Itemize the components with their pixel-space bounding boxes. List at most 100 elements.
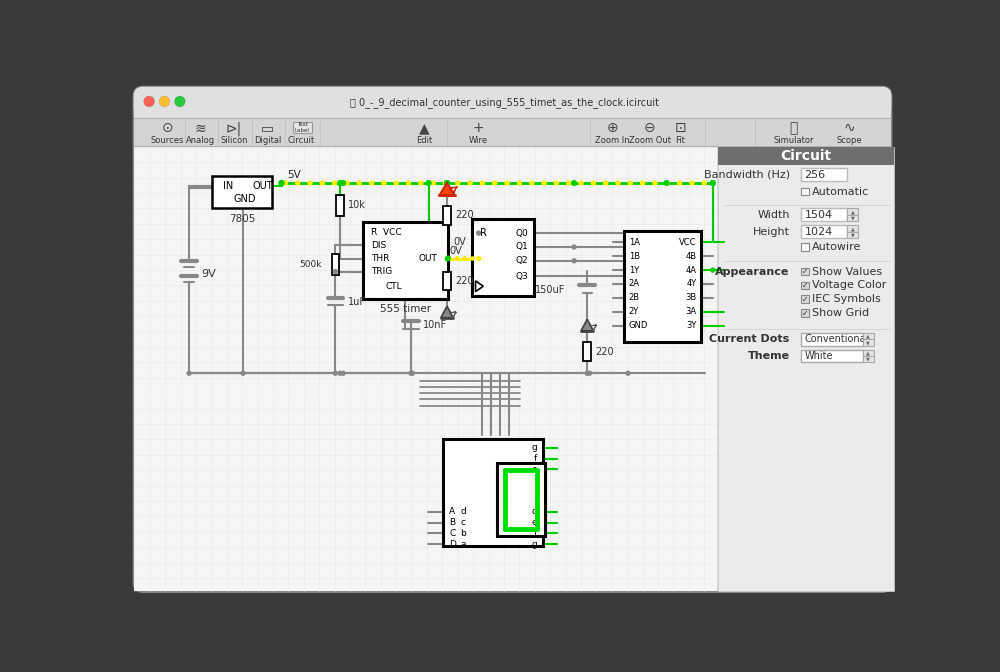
Text: VCC: VCC xyxy=(679,238,697,247)
Bar xyxy=(801,267,809,276)
Circle shape xyxy=(665,180,670,185)
Circle shape xyxy=(652,180,658,185)
Bar xyxy=(443,439,543,546)
Circle shape xyxy=(295,180,300,185)
Text: 10k: 10k xyxy=(348,200,366,210)
Text: 7805: 7805 xyxy=(229,214,255,224)
Circle shape xyxy=(307,180,313,185)
Circle shape xyxy=(462,256,467,261)
Bar xyxy=(847,232,858,238)
Circle shape xyxy=(476,256,481,261)
Text: 256: 256 xyxy=(804,169,825,179)
Circle shape xyxy=(689,180,695,185)
Circle shape xyxy=(603,180,608,185)
Text: Width: Width xyxy=(757,210,790,220)
Circle shape xyxy=(283,180,288,185)
Bar xyxy=(332,254,339,276)
Circle shape xyxy=(394,180,399,185)
Text: 2A: 2A xyxy=(629,280,640,288)
Circle shape xyxy=(410,370,415,376)
Circle shape xyxy=(566,180,571,185)
Text: 150uF: 150uF xyxy=(535,285,566,295)
Text: ▼: ▼ xyxy=(866,340,870,345)
Text: Sources: Sources xyxy=(151,136,184,145)
Text: Wire: Wire xyxy=(468,136,487,145)
Text: Voltage Color: Voltage Color xyxy=(812,280,886,290)
Text: ⊙: ⊙ xyxy=(162,122,173,135)
Text: ✓: ✓ xyxy=(802,281,808,290)
Circle shape xyxy=(578,180,584,185)
Bar xyxy=(212,176,272,208)
Circle shape xyxy=(554,180,559,185)
Bar xyxy=(863,333,874,339)
Text: ∿: ∿ xyxy=(844,122,856,135)
Text: a: a xyxy=(460,540,466,548)
FancyBboxPatch shape xyxy=(134,87,891,592)
Text: GND: GND xyxy=(629,321,648,330)
Text: Show Grid: Show Grid xyxy=(812,308,869,318)
Text: ≋: ≋ xyxy=(195,122,206,135)
Circle shape xyxy=(381,180,387,185)
Circle shape xyxy=(455,256,459,261)
Text: ✓: ✓ xyxy=(802,267,808,276)
Bar xyxy=(497,462,545,536)
Circle shape xyxy=(710,180,716,186)
Text: g: g xyxy=(531,540,537,548)
Bar xyxy=(718,147,894,591)
Bar xyxy=(293,122,312,133)
Circle shape xyxy=(504,180,510,185)
Circle shape xyxy=(677,180,682,185)
Circle shape xyxy=(476,230,481,236)
Circle shape xyxy=(517,180,522,185)
Text: Height: Height xyxy=(753,226,790,237)
Bar xyxy=(134,388,717,396)
Circle shape xyxy=(470,256,475,261)
Circle shape xyxy=(571,180,577,186)
Circle shape xyxy=(406,180,411,185)
Bar xyxy=(847,225,858,232)
Text: CTL: CTL xyxy=(386,282,402,291)
Text: 1504: 1504 xyxy=(804,210,832,220)
Text: 1B: 1B xyxy=(629,252,640,261)
Circle shape xyxy=(584,370,590,376)
Text: ▲: ▲ xyxy=(851,209,855,214)
Circle shape xyxy=(447,256,452,261)
Text: g: g xyxy=(531,444,537,452)
Bar xyxy=(801,169,847,181)
Text: 500k: 500k xyxy=(299,260,322,269)
Circle shape xyxy=(444,180,450,186)
FancyBboxPatch shape xyxy=(134,87,891,118)
Text: TRIG: TRIG xyxy=(371,267,392,276)
Circle shape xyxy=(408,370,414,376)
Text: Text
Label: Text Label xyxy=(295,122,310,133)
Text: b: b xyxy=(460,529,466,538)
Bar xyxy=(472,219,534,296)
Text: GND: GND xyxy=(234,194,256,204)
Circle shape xyxy=(455,180,461,185)
Bar xyxy=(583,343,591,361)
Circle shape xyxy=(186,370,192,376)
Circle shape xyxy=(159,96,170,107)
Text: THR: THR xyxy=(371,254,389,263)
Circle shape xyxy=(470,256,475,261)
Circle shape xyxy=(443,180,448,185)
Circle shape xyxy=(369,180,374,185)
Text: 4Y: 4Y xyxy=(686,280,697,288)
Circle shape xyxy=(529,180,534,185)
Text: 4A: 4A xyxy=(686,265,697,275)
Text: Bandwidth (Hz): Bandwidth (Hz) xyxy=(704,169,790,179)
Circle shape xyxy=(467,180,473,185)
Bar xyxy=(134,147,717,591)
Circle shape xyxy=(615,180,621,185)
Circle shape xyxy=(418,180,424,185)
Text: 220: 220 xyxy=(455,276,473,286)
Bar xyxy=(863,339,874,345)
Bar xyxy=(863,356,874,362)
Text: Circuit: Circuit xyxy=(287,136,314,145)
Circle shape xyxy=(425,180,432,186)
Text: Current Dots: Current Dots xyxy=(709,335,790,344)
Circle shape xyxy=(591,180,596,185)
Text: 1A: 1A xyxy=(629,238,640,247)
Circle shape xyxy=(333,269,338,274)
Polygon shape xyxy=(581,319,593,331)
